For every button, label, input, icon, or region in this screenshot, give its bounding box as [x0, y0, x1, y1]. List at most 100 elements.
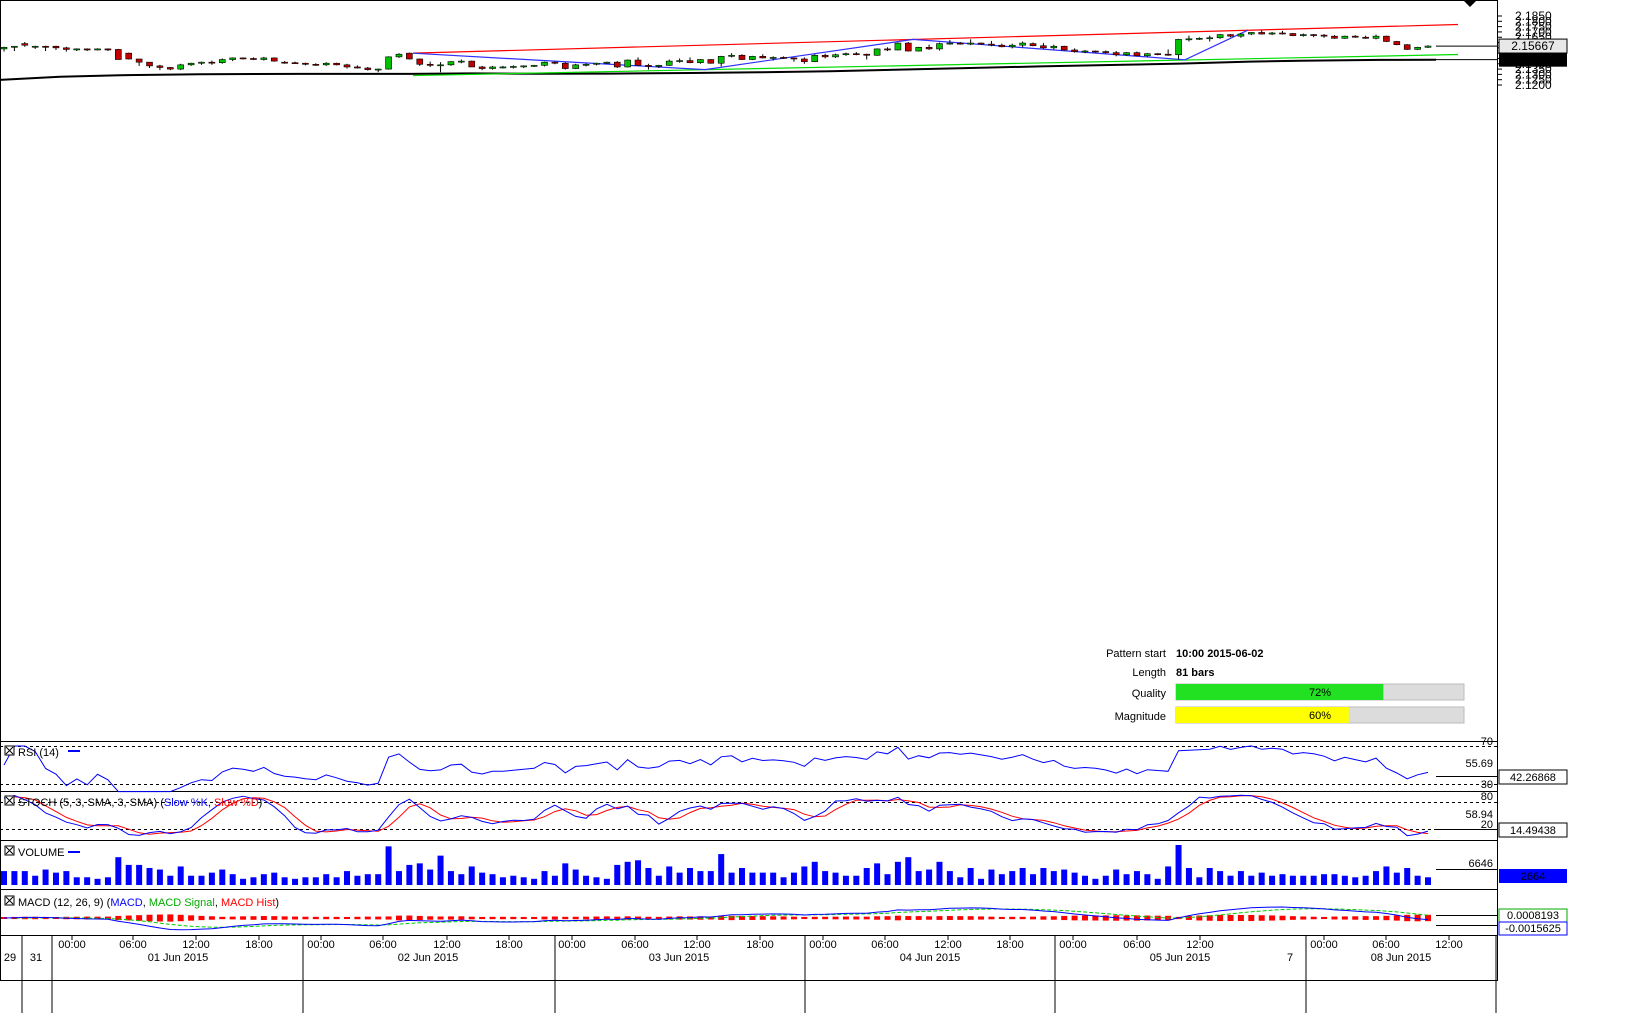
candle-body — [925, 47, 933, 50]
candle-body — [1071, 49, 1078, 52]
candle-body — [842, 53, 850, 56]
candle — [988, 40, 995, 47]
candle — [904, 42, 912, 52]
candle-body — [1040, 45, 1047, 49]
volume-bar — [614, 864, 621, 885]
candle-body — [187, 62, 195, 66]
macd-hist-bar — [1196, 915, 1203, 921]
candle-body — [312, 63, 320, 66]
candle — [520, 65, 528, 69]
volume-bar — [1019, 868, 1026, 885]
candle — [104, 48, 112, 52]
stoch-level-mid: 58.94 — [1465, 809, 1493, 821]
volume-bar — [437, 855, 444, 885]
macd-hist-bar — [167, 914, 174, 922]
macd-hist-bar — [583, 916, 590, 920]
candle-body — [1154, 53, 1162, 55]
candle — [780, 56, 787, 59]
volume-bar — [458, 874, 465, 885]
volume-bar — [385, 846, 392, 885]
volume-bar — [728, 872, 735, 885]
candle — [260, 56, 268, 61]
candle-body — [832, 54, 839, 58]
volume-bar — [271, 872, 278, 885]
macd-hist-bar — [915, 916, 922, 920]
candle-body — [1372, 35, 1380, 39]
candle — [1268, 31, 1276, 36]
price-tick-label: 2.1850 — [1515, 9, 1552, 23]
macd-hist-bar — [292, 916, 299, 920]
chart-frame — [0, 0, 1498, 981]
candle-body — [1383, 35, 1390, 42]
macd-hist-bar — [354, 916, 361, 920]
candle — [83, 48, 91, 52]
candle-body — [977, 42, 985, 45]
macd-hist-bar — [1237, 914, 1244, 922]
macd-hist-bar — [822, 916, 829, 920]
candle — [530, 64, 538, 67]
volume-bar — [1071, 872, 1078, 885]
candle — [343, 63, 351, 69]
volume-bar — [156, 869, 163, 885]
volume-bar — [167, 875, 174, 885]
candle-body — [1019, 42, 1026, 46]
macd-hist-bar — [998, 916, 1005, 920]
pattern-info: Pattern start 10:00 2015-06-02 Length 81… — [1106, 648, 1465, 724]
candle-body — [395, 53, 403, 58]
macd-hist-bar — [541, 916, 548, 920]
macd-hist-bar — [603, 916, 610, 920]
macd-histogram — [1, 914, 1431, 922]
candle — [198, 61, 205, 65]
volume-bar — [853, 875, 860, 885]
volume-bar — [447, 871, 454, 885]
candle-body — [582, 63, 590, 66]
time-tick-label: 12:00 — [182, 939, 210, 951]
time-tick-label: 18:00 — [495, 939, 523, 951]
time-tick-label: 00:00 — [1059, 939, 1087, 951]
macd-hist-bar — [926, 916, 933, 920]
macd-hist-bar — [1373, 916, 1380, 920]
volume-bar — [1227, 875, 1234, 885]
candle-body — [437, 64, 444, 67]
macd-hist-bar — [520, 916, 527, 920]
candle — [863, 53, 871, 60]
candle — [946, 39, 954, 45]
volume-bar — [260, 874, 267, 885]
macd-hist-bar — [188, 915, 195, 921]
volume-bar — [645, 868, 652, 885]
candle-body — [1331, 35, 1338, 39]
candle-body — [676, 60, 683, 62]
candle — [312, 63, 320, 66]
volume-bar — [1289, 875, 1296, 885]
candle — [1133, 51, 1141, 57]
macd-hist-bar — [1217, 914, 1224, 922]
candle-body — [780, 57, 787, 59]
macd-hist-bar — [562, 916, 569, 920]
macd-hist-bar — [312, 916, 319, 920]
candle — [1341, 35, 1349, 39]
ma-price-label: 2.14385 — [1511, 53, 1555, 67]
volume-bar — [250, 877, 257, 885]
candle-body — [634, 59, 642, 66]
candle-body — [426, 63, 434, 66]
candle-body — [759, 56, 767, 59]
candle — [1196, 37, 1203, 40]
candle-body — [811, 54, 819, 62]
macd-hist-bar — [125, 915, 132, 921]
candle-body — [458, 60, 465, 63]
volume-bar — [1185, 868, 1192, 885]
stoch-level-20: 20 — [1481, 819, 1493, 831]
candle — [125, 52, 133, 60]
macd-hist-bar — [42, 916, 49, 920]
volume-bar — [1341, 875, 1348, 885]
volume-bar — [292, 878, 299, 885]
candle — [655, 64, 663, 69]
macd-hist-bar — [957, 916, 964, 920]
candle-body — [198, 61, 205, 64]
candle — [1102, 50, 1110, 54]
candle — [1029, 42, 1037, 47]
candle — [925, 44, 933, 50]
candle — [1092, 50, 1099, 53]
candle-body — [1092, 50, 1099, 53]
candle-body — [447, 61, 455, 66]
